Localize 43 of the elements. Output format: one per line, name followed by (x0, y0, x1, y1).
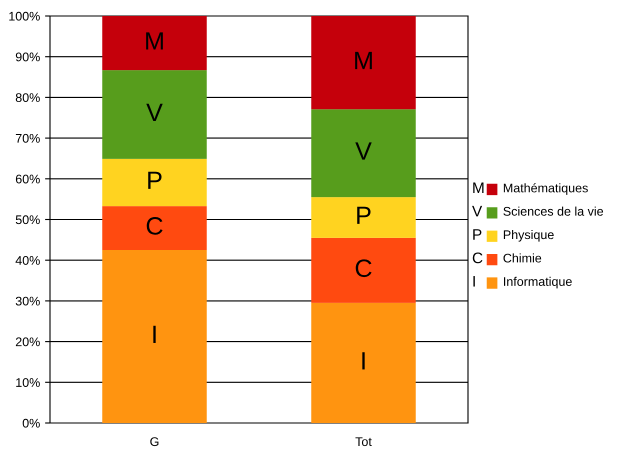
bar (102, 250, 207, 423)
text: V (472, 206, 482, 216)
y-tick-label: 40% (16, 256, 40, 265)
legend-label: Chimie (503, 253, 542, 263)
data-label: I (153, 326, 156, 343)
y-tick-label: 20% (16, 337, 40, 346)
data-label: C (146, 217, 163, 235)
bar (311, 197, 416, 238)
data-label: V (146, 104, 163, 121)
x-tick-label: Tot (355, 437, 372, 446)
bar (311, 109, 416, 198)
y-tick-label: 90% (16, 52, 40, 62)
y-tick-label: 100% (9, 12, 40, 21)
y-tick-label: 10% (16, 378, 40, 387)
legend-label: Mathématiques (504, 183, 588, 195)
text: M (473, 182, 484, 193)
legend-label: Sciences de la vie (503, 206, 604, 216)
bar (102, 70, 207, 159)
bar (311, 16, 416, 110)
y-tick-label: 60% (16, 174, 40, 184)
data-label: P (148, 172, 162, 189)
data-label: M (146, 32, 163, 50)
y-tick-label: 80% (16, 93, 40, 102)
text: C (472, 252, 482, 264)
data-label: M (355, 52, 372, 70)
data-label: I (362, 352, 365, 370)
bar (311, 238, 416, 303)
text: I (473, 276, 475, 287)
legend-label: Informatique (504, 276, 572, 288)
bar (311, 302, 416, 423)
y-tick-label: 50% (16, 215, 40, 224)
y-tick-label: 0% (22, 418, 40, 428)
data-label: P (357, 206, 371, 224)
data-label: C (356, 259, 372, 278)
y-tick-label: 70% (16, 134, 40, 143)
data-label: V (355, 142, 372, 160)
bar (102, 206, 207, 250)
bar (102, 158, 207, 206)
legend-label: Physique (504, 230, 554, 242)
y-tick-label: 30% (16, 296, 40, 306)
bar (102, 16, 207, 70)
x-tick-label: G (150, 437, 158, 446)
text: P (473, 229, 482, 240)
